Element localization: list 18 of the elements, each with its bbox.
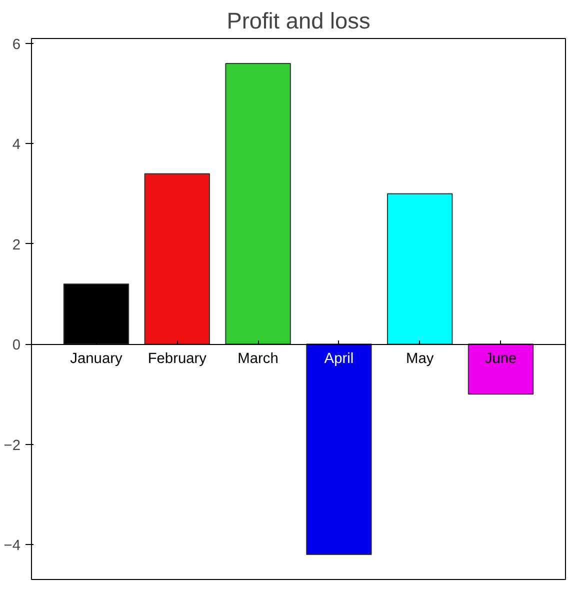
chart-title: Profit and loss [226, 8, 370, 34]
x-tick-label: January [70, 351, 123, 368]
y-tick-label: −4 [4, 538, 21, 554]
y-tick-label: −2 [4, 438, 21, 454]
x-tick-label: March [238, 351, 278, 368]
x-tick-label: April [324, 351, 354, 368]
bar [387, 193, 453, 345]
bar [468, 344, 534, 395]
y-tick-label: 0 [12, 338, 21, 354]
bar [306, 344, 372, 555]
y-tick-label: 4 [12, 137, 21, 154]
x-tick-label: June [484, 351, 517, 368]
y-tick-label: 6 [12, 37, 21, 54]
x-tick-label: February [148, 351, 208, 368]
bar [225, 63, 291, 345]
y-tick-label: 2 [12, 237, 21, 254]
x-tick-label: May [406, 351, 434, 368]
bar [144, 173, 210, 345]
